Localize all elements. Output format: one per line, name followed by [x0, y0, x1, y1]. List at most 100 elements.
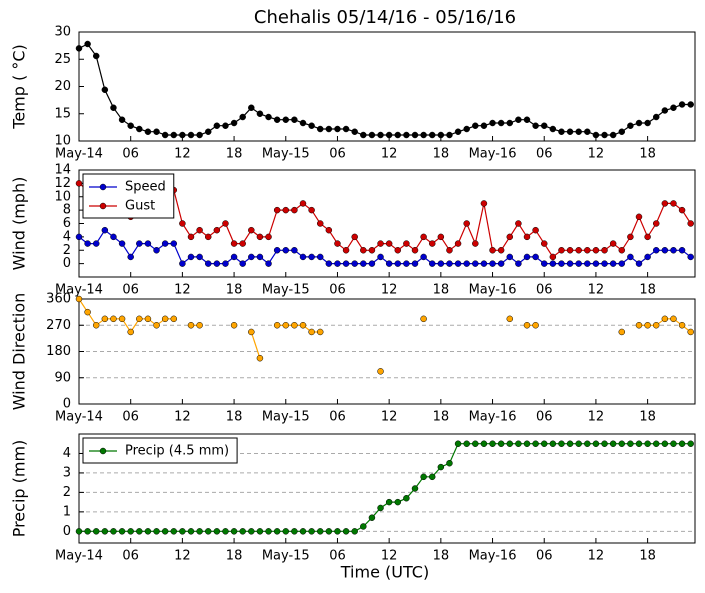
- marker: [153, 247, 160, 254]
- x-tick-label: 18: [433, 283, 450, 298]
- marker: [144, 240, 152, 247]
- marker: [308, 122, 315, 129]
- marker: [644, 440, 651, 447]
- marker: [618, 128, 626, 135]
- marker: [480, 122, 488, 129]
- marker: [75, 233, 83, 241]
- marker: [230, 528, 238, 535]
- marker: [678, 322, 686, 329]
- marker: [170, 528, 178, 535]
- marker: [549, 260, 557, 267]
- marker: [282, 528, 290, 535]
- marker: [170, 131, 178, 139]
- marker: [196, 131, 203, 139]
- x-tick-label: May-14: [55, 283, 103, 298]
- marker: [291, 116, 298, 123]
- y-tick-label: 25: [54, 52, 71, 67]
- legend-marker: [99, 202, 107, 210]
- marker: [687, 220, 694, 227]
- marker: [127, 528, 134, 535]
- marker: [472, 440, 479, 447]
- marker: [179, 220, 186, 227]
- y-tick-label: 360: [46, 292, 71, 307]
- marker: [601, 260, 608, 267]
- marker: [256, 233, 264, 241]
- x-tick-label: 18: [226, 410, 243, 425]
- marker: [601, 440, 608, 447]
- marker: [506, 253, 514, 261]
- marker: [627, 233, 634, 241]
- marker: [187, 528, 195, 535]
- marker: [454, 128, 462, 135]
- x-tick-label: 12: [174, 147, 191, 162]
- marker: [480, 260, 488, 267]
- marker: [265, 260, 272, 267]
- marker: [446, 247, 453, 254]
- marker: [351, 528, 358, 535]
- y-tick-label: 180: [46, 344, 71, 359]
- marker: [196, 253, 203, 261]
- y-tick-label: 2: [63, 243, 71, 258]
- marker: [532, 122, 539, 129]
- marker: [308, 253, 315, 261]
- marker: [144, 528, 152, 535]
- x-tick-label: 18: [639, 549, 656, 564]
- marker: [644, 322, 651, 329]
- marker: [420, 473, 427, 481]
- marker: [222, 528, 229, 535]
- y-tick-label: 15: [54, 106, 71, 121]
- marker: [437, 260, 445, 267]
- marker: [661, 440, 669, 447]
- marker: [497, 440, 505, 447]
- marker: [187, 322, 195, 329]
- x-tick-label: 18: [639, 147, 656, 162]
- marker: [161, 240, 169, 247]
- x-tick-label: May-14: [55, 549, 103, 564]
- marker: [222, 260, 229, 267]
- x-tick-label: 12: [381, 283, 398, 298]
- marker: [204, 260, 212, 267]
- marker: [403, 260, 410, 267]
- marker: [230, 253, 238, 261]
- marker: [506, 119, 514, 127]
- marker: [256, 528, 264, 535]
- marker: [316, 328, 324, 336]
- marker: [196, 528, 203, 535]
- marker: [454, 440, 462, 447]
- marker: [351, 128, 358, 135]
- marker: [179, 528, 186, 535]
- marker: [299, 119, 307, 127]
- marker: [454, 240, 462, 247]
- marker: [506, 233, 514, 241]
- marker: [161, 131, 169, 139]
- marker: [515, 440, 522, 447]
- marker: [92, 528, 100, 535]
- x-tick-label: May-15: [262, 549, 310, 564]
- marker: [661, 315, 669, 323]
- legend-label: Speed: [125, 180, 166, 195]
- marker: [558, 440, 565, 447]
- marker: [420, 315, 427, 323]
- marker: [377, 131, 384, 139]
- marker: [213, 122, 221, 129]
- marker: [687, 253, 694, 261]
- marker: [256, 354, 264, 362]
- x-tick-label: 12: [588, 283, 605, 298]
- marker: [230, 240, 238, 247]
- x-tick-label: May-16: [469, 549, 517, 564]
- marker: [385, 260, 393, 267]
- y-tick-label: 4: [63, 446, 71, 461]
- marker: [515, 116, 522, 123]
- marker: [360, 523, 367, 530]
- marker: [325, 528, 333, 535]
- marker: [377, 240, 384, 247]
- x-tick-label: May-14: [55, 410, 103, 425]
- plot-frame: [78, 169, 696, 278]
- marker: [118, 240, 126, 247]
- marker: [230, 322, 238, 329]
- marker: [446, 131, 453, 139]
- marker: [248, 253, 255, 261]
- marker: [213, 260, 221, 267]
- marker: [403, 494, 410, 502]
- marker: [506, 315, 514, 323]
